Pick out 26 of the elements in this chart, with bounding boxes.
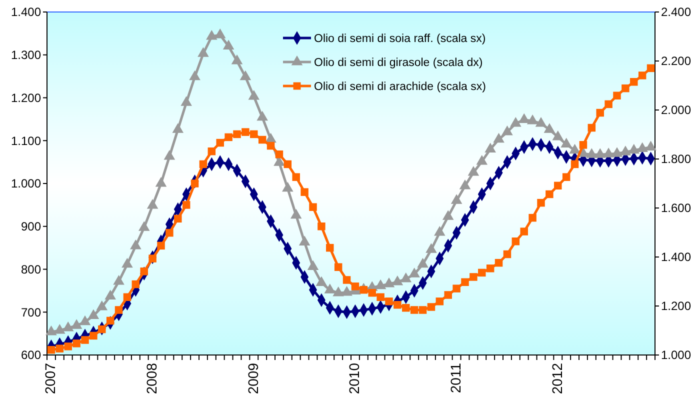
legend-label: Olio di semi di girasole (scala dx) xyxy=(314,57,483,70)
x-tick-label: 2007 xyxy=(42,362,58,394)
y-tick-label: 800 xyxy=(20,262,42,276)
y-tick-label: 1.100 xyxy=(10,134,42,148)
y2-tick-label: 1.600 xyxy=(661,201,692,216)
y-tick-label: 700 xyxy=(20,305,42,320)
y2-tick-label: 1.400 xyxy=(661,250,692,264)
y-tick-label: 1.200 xyxy=(10,90,42,105)
legend-label: Olio di semi di soia raff. (scala sx) xyxy=(314,33,486,46)
y2-tick-label: 1.000 xyxy=(661,348,692,362)
y2-tick-label: 2.200 xyxy=(661,54,692,68)
x-tick-label: 2010 xyxy=(346,362,362,394)
y2-tick-label: 2.400 xyxy=(661,5,692,20)
y2-tick-label: 2.000 xyxy=(661,103,692,118)
y2-tick-label: 1.800 xyxy=(661,152,692,166)
y-tick-label: 1.400 xyxy=(10,5,42,20)
y2-tick-label: 1.200 xyxy=(661,299,692,314)
x-tick-label: 2009 xyxy=(244,362,261,394)
x-tick-label: 2008 xyxy=(144,362,160,394)
y-tick-label: 1.300 xyxy=(10,48,42,62)
x-tick-label: 2012 xyxy=(548,362,565,394)
y-tick-label: 900 xyxy=(20,220,42,234)
y-tick-label: 1.000 xyxy=(10,176,42,191)
legend-label: Olio di semi di arachide (scala sx) xyxy=(314,81,486,94)
y-tick-label: 600 xyxy=(20,348,42,362)
x-tick-label: 2011 xyxy=(448,362,464,394)
